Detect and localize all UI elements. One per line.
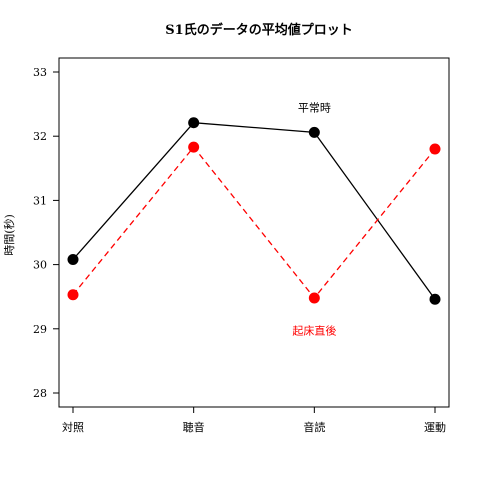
- x-tick-label: 音読: [303, 420, 325, 434]
- annotation-label: 平常時: [298, 101, 331, 114]
- plot-frame: [58, 57, 450, 408]
- x-tick-label: 聴音: [183, 420, 205, 434]
- y-tick-label: 29: [33, 323, 47, 336]
- y-tick-label: 28: [33, 387, 47, 400]
- y-tick-label: 30: [33, 259, 47, 272]
- x-tick-label: 対照: [62, 420, 84, 434]
- series-layer: [67, 117, 441, 305]
- y-axis-label: 時間(秒): [2, 214, 16, 256]
- data-point: [308, 126, 320, 138]
- data-point: [67, 253, 79, 265]
- annotation-label: 起床直後: [292, 324, 336, 338]
- y-tick-label: 32: [33, 130, 47, 143]
- series-2: [67, 141, 441, 304]
- x-tick-label: 運動: [424, 420, 446, 434]
- data-point: [188, 141, 200, 153]
- data-point: [308, 292, 320, 304]
- y-tick-label: 33: [33, 66, 47, 79]
- data-point: [67, 289, 79, 301]
- data-point: [429, 293, 441, 305]
- x-axis: 対照 聴音 音読 運動: [62, 407, 446, 434]
- series-line: [72, 122, 436, 300]
- series-line: [72, 146, 436, 300]
- chart-title: S1氏のデータの平均値プロット: [165, 22, 352, 38]
- data-point: [188, 117, 200, 129]
- series-1: [67, 117, 441, 305]
- data-point: [429, 143, 441, 155]
- y-tick-label: 31: [33, 194, 47, 207]
- y-axis: 28 29 30 31 32 33: [33, 66, 59, 400]
